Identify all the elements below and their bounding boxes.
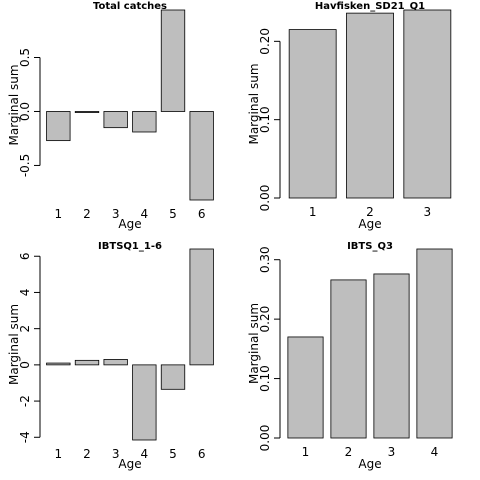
y-tick-label: 0.10	[258, 365, 272, 392]
y-axis-title: Marginal sum	[247, 63, 261, 144]
bar-age-2	[346, 12, 394, 199]
chart-title: IBTS_Q3	[347, 241, 393, 252]
x-tick-label: 2	[366, 205, 374, 219]
bar-age-5	[160, 364, 186, 390]
bar-age-2	[74, 111, 100, 113]
y-tick-label: 0.5	[18, 48, 32, 67]
bar-age-5	[160, 9, 186, 112]
bar-age-3	[103, 359, 128, 366]
bar-age-1	[46, 362, 71, 366]
x-tick-label: 4	[141, 447, 149, 461]
chart-title: Havfisken_SD21_Q1	[315, 1, 425, 12]
bar-age-2	[330, 279, 367, 439]
y-tick-label: 0.20	[258, 306, 272, 333]
chart-title: IBTSQ1_1-6	[98, 241, 162, 252]
bar-age-2	[74, 359, 100, 366]
y-tick-label: -2	[18, 395, 32, 407]
bar-age-4	[416, 248, 453, 439]
bar-age-3	[373, 273, 410, 439]
bar-age-4	[132, 111, 157, 133]
x-tick-label: 5	[169, 207, 177, 221]
y-tick-label: 0.00	[258, 425, 272, 452]
chart-panel-3: IBTSQ1_1-6 1 2 3 4 5 6 Age -4 -2 0 2 4 6 Marginal sum	[7, 241, 214, 471]
y-axis-title: Marginal sum	[247, 303, 261, 384]
x-tick-label: 6	[198, 447, 206, 461]
x-axis-title: Age	[358, 457, 381, 471]
x-tick-label: 4	[431, 445, 439, 459]
x-tick-label: 1	[309, 205, 317, 219]
bar-age-6	[189, 111, 214, 201]
bar-age-1	[46, 111, 71, 142]
y-tick-label: -0.5	[18, 154, 32, 177]
x-tick-label: 3	[424, 205, 432, 219]
x-tick-label: 4	[141, 207, 149, 221]
x-tick-label: 6	[198, 207, 206, 221]
y-tick-label: -4	[18, 431, 32, 443]
bar-age-6	[189, 248, 214, 366]
x-axis-title: Age	[358, 217, 381, 231]
x-tick-label: 5	[169, 447, 177, 461]
x-tick-label: 1	[55, 207, 63, 221]
chart-panel-4: IBTS_Q3 1 2 3 4 Age 0.00 0.10 0.20 0.30 Marginal s…	[247, 241, 453, 471]
bar-age-3	[103, 111, 128, 129]
x-tick-label: 1	[55, 447, 63, 461]
bar-age-1	[287, 336, 324, 439]
bar-age-4	[132, 364, 157, 441]
bar-age-1	[288, 29, 337, 199]
y-axis-title: Marginal sum	[7, 64, 21, 145]
y-tick-label: 0.10	[258, 106, 272, 133]
x-tick-label: 2	[345, 445, 353, 459]
y-tick-label: 0.20	[258, 28, 272, 55]
x-tick-label: 3	[388, 445, 396, 459]
x-axis-title: Age	[118, 457, 141, 471]
y-tick-label: 6	[18, 252, 32, 260]
y-tick-label: 0.30	[258, 246, 272, 273]
y-tick-label: 2	[18, 325, 32, 333]
x-tick-label: 3	[112, 447, 120, 461]
x-tick-label: 2	[83, 207, 91, 221]
x-axis-title: Age	[118, 217, 141, 231]
x-tick-label: 3	[112, 207, 120, 221]
chart-panel-1: Total catches 1 2 3 4 5 6 Age -0.5 0.0 0.5Marginal…	[7, 1, 214, 231]
y-tick-label: 0	[18, 361, 32, 369]
y-axis-title: Marginal sum	[7, 304, 21, 385]
x-tick-label: 2	[83, 447, 91, 461]
y-tick-label: 0.00	[258, 185, 272, 212]
x-tick-label: 1	[302, 445, 310, 459]
bar-age-3	[403, 9, 452, 199]
chart-panel-2: Havfisken_SD21_Q1 1 2 3 Age 0.00 0.10 0.20 Margi…	[247, 1, 452, 231]
y-tick-label: 4	[18, 289, 32, 297]
y-tick-label: 0.0	[18, 102, 32, 121]
chart-title: Total catches	[93, 1, 167, 12]
